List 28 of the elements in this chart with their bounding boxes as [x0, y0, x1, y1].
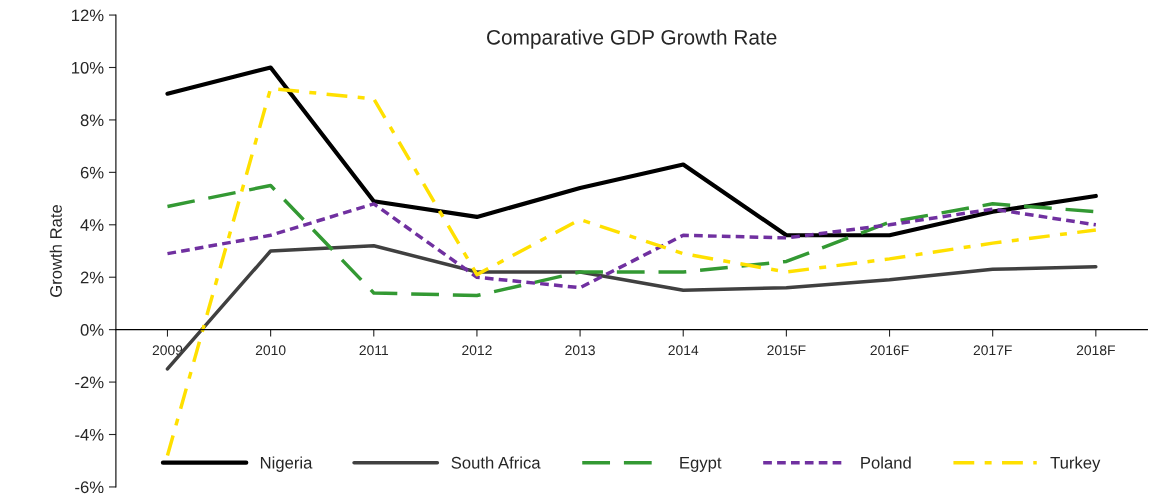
x-tick-label: 2016F: [870, 345, 909, 356]
y-tick-label: 6%: [80, 166, 104, 179]
legend-label: Egypt: [680, 457, 722, 472]
x-tick-label: 2018F: [1076, 345, 1115, 356]
legend-label: Turkey: [1050, 456, 1101, 472]
y-tick-label: 10%: [72, 61, 104, 74]
x-tick-label: 2015F: [767, 345, 806, 356]
y-tick-label: 8%: [80, 114, 104, 127]
x-tick-label: 2010: [255, 345, 286, 356]
y-tick-label: -4%: [75, 428, 104, 441]
y-tick-label: 0%: [80, 324, 104, 336]
legend-label: South Africa: [451, 456, 541, 469]
x-tick-label: 2011: [359, 345, 389, 356]
y-tick-label: 2%: [80, 271, 104, 284]
y-tick-label: -6%: [75, 481, 104, 494]
x-tick-label: 2012: [462, 345, 492, 356]
line-series: [165, 202, 1098, 290]
y-tick-label: 4%: [80, 219, 104, 231]
y-axis-title: Growth Rate: [49, 204, 62, 297]
legend-label: Poland: [861, 456, 911, 469]
legend-label: Nigeria: [260, 456, 313, 472]
y-tick-label: 12%: [72, 9, 104, 22]
y-tick-label: -2%: [75, 376, 104, 389]
x-tick-label: 2013: [565, 345, 595, 356]
x-tick-label: 2014: [668, 345, 699, 356]
text: Comparative GDP Growth Rate: [487, 29, 777, 49]
x-tick-label: 2017F: [973, 345, 1012, 356]
line-series: [165, 65, 1098, 238]
